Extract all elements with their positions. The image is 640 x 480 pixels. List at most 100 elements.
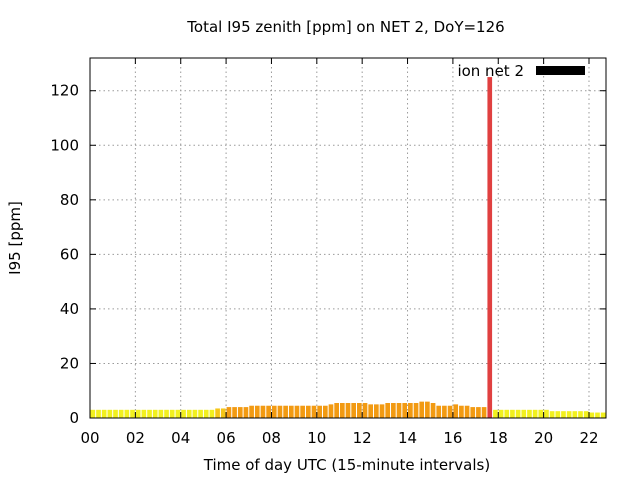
bar <box>549 411 555 418</box>
bar <box>124 409 130 418</box>
y-tick-label: 0 <box>69 409 79 427</box>
bar <box>339 403 345 418</box>
bar <box>164 409 169 418</box>
bar <box>600 412 606 418</box>
bar <box>476 407 481 418</box>
x-tick-label: 18 <box>489 429 508 447</box>
bar <box>362 403 368 418</box>
bar <box>396 403 402 418</box>
bar <box>158 409 164 418</box>
bar <box>408 403 413 418</box>
y-axis-ticks: 0 20 40 60 80 100 120 <box>50 82 606 427</box>
bar <box>368 404 374 418</box>
y-tick-label: 120 <box>50 82 79 100</box>
bar <box>385 403 391 418</box>
bar <box>101 409 107 418</box>
bar <box>464 405 470 418</box>
x-tick-label: 06 <box>217 429 236 447</box>
bar <box>425 401 430 418</box>
bar <box>357 403 362 418</box>
bar <box>453 404 459 418</box>
bar <box>181 409 186 418</box>
grid-lines <box>90 58 606 418</box>
bar <box>442 405 447 418</box>
legend-label: ion net 2 <box>457 62 524 80</box>
x-axis-ticks: 00 02 04 06 08 10 12 14 16 18 20 22 <box>80 58 599 447</box>
bar <box>430 403 436 418</box>
legend-swatch <box>536 66 585 75</box>
bar <box>328 404 334 418</box>
chart-title: Total I95 zenith [ppm] on NET 2, DoY=126 <box>186 18 504 36</box>
bar <box>107 409 113 418</box>
bar <box>334 403 339 418</box>
bar <box>532 409 538 418</box>
bar <box>141 409 147 418</box>
bar <box>288 405 294 418</box>
bar <box>271 405 277 418</box>
bar <box>391 403 396 418</box>
y-tick-label: 40 <box>60 300 79 318</box>
bar <box>470 407 476 418</box>
bar <box>215 408 220 418</box>
bar <box>237 407 243 418</box>
x-tick-label: 08 <box>262 429 281 447</box>
bar <box>300 405 305 418</box>
bar <box>504 409 510 418</box>
bar <box>436 405 442 418</box>
x-axis-label: Time of day UTC (15-minute intervals) <box>203 456 490 474</box>
bar <box>249 405 254 418</box>
bar <box>305 405 311 418</box>
y-tick-label: 20 <box>60 354 79 372</box>
bar <box>203 409 209 418</box>
bar <box>544 409 549 418</box>
bar <box>198 409 203 418</box>
bar <box>521 409 527 418</box>
bar <box>487 77 493 418</box>
bar <box>561 411 566 418</box>
bar <box>498 409 504 418</box>
bar <box>538 409 544 418</box>
bar <box>419 401 425 418</box>
bar <box>277 405 283 418</box>
bar <box>351 403 357 418</box>
bar <box>90 409 96 418</box>
bar <box>345 403 351 418</box>
bar <box>232 407 237 418</box>
bar <box>135 409 141 418</box>
bar <box>459 405 464 418</box>
y-tick-label: 100 <box>50 136 79 154</box>
bar <box>583 411 589 418</box>
bar <box>413 403 419 418</box>
bar <box>294 405 300 418</box>
bar <box>226 407 232 418</box>
bar <box>578 411 583 418</box>
bar <box>243 407 249 418</box>
bar <box>175 409 181 418</box>
x-tick-label: 00 <box>80 429 99 447</box>
x-tick-label: 16 <box>443 429 462 447</box>
bar <box>209 409 215 418</box>
bar <box>555 411 561 418</box>
legend: ion net 2 <box>457 62 585 80</box>
bar <box>152 409 158 418</box>
bar <box>493 409 498 418</box>
bar <box>317 405 322 418</box>
bar <box>374 404 379 418</box>
x-tick-label: 20 <box>534 429 553 447</box>
bar <box>266 405 271 418</box>
y-axis-label: I95 [ppm] <box>6 201 24 275</box>
bar <box>311 405 317 418</box>
bar <box>260 405 266 418</box>
plot-frame <box>89 57 607 419</box>
x-tick-label: 22 <box>579 429 598 447</box>
y-tick-label: 80 <box>60 191 79 209</box>
bar <box>254 405 260 418</box>
bar <box>447 405 453 418</box>
x-tick-label: 14 <box>398 429 417 447</box>
x-tick-label: 12 <box>353 429 372 447</box>
bar <box>147 409 152 418</box>
x-tick-label: 02 <box>126 429 145 447</box>
bar <box>186 409 192 418</box>
bar <box>566 411 572 418</box>
